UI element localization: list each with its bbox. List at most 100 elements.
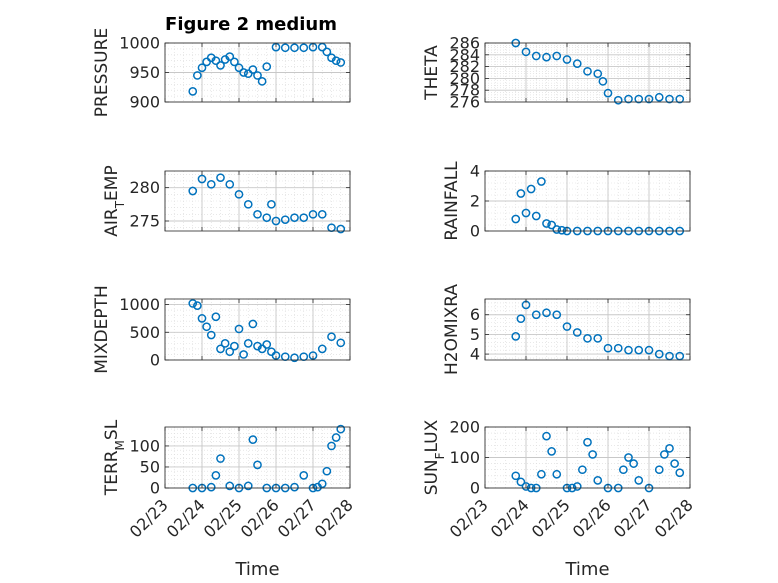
data-point: [511, 332, 521, 341]
data-point: [290, 43, 299, 53]
data-point: [317, 42, 327, 52]
data-point: [675, 94, 685, 104]
y-tick-label: 0: [470, 479, 480, 498]
data-point: [267, 199, 276, 209]
data-point: [593, 69, 603, 79]
data-point: [280, 215, 290, 225]
data-point: [336, 338, 346, 348]
data-point: [206, 482, 216, 492]
y-axis-label-subscript: F: [433, 452, 447, 459]
y-tick-label: 286: [449, 34, 480, 53]
data-point: [665, 94, 674, 104]
y-axis-label: RAINFALL: [442, 161, 462, 241]
y-axis-label-main: MIXDEPTH: [92, 285, 112, 374]
y-tick-label: 4: [470, 162, 480, 181]
data-point: [634, 476, 644, 485]
data-point: [248, 435, 258, 444]
y-axis-label: SUNFLUX: [422, 419, 447, 495]
data-point: [593, 334, 603, 343]
data-point: [542, 52, 551, 62]
y-tick-label: 284: [449, 45, 480, 64]
axes-box: [484, 42, 691, 103]
data-point: [225, 179, 235, 189]
x-axis-label: Time: [564, 559, 609, 580]
axes-box: [164, 298, 351, 361]
data-point: [552, 469, 562, 479]
axes-box: [164, 170, 351, 232]
y-tick-label: 900: [129, 93, 160, 112]
data-point: [598, 77, 608, 86]
data-point: [290, 353, 299, 363]
data-point: [216, 454, 225, 463]
data-point: [521, 208, 531, 218]
y-axis-label-main: H2OMIXRA: [442, 284, 462, 375]
x-tick-label: 02/26: [569, 495, 615, 541]
y-axis-label-rest: LUX: [422, 419, 442, 452]
data-point: [516, 314, 526, 324]
subplot-5: 0 500 1000 MIXDEPTH: [92, 285, 351, 374]
data-point: [331, 56, 341, 66]
data-point: [225, 347, 235, 357]
y-tick-label: 50: [140, 457, 160, 476]
y-tick-label: 1000: [119, 34, 160, 53]
data-point: [537, 177, 546, 186]
x-tick-label: 02/28: [311, 495, 357, 541]
data-point: [243, 199, 253, 209]
data-point: [526, 184, 536, 194]
x-axis-label: Time: [234, 559, 279, 580]
data-point: [322, 466, 332, 476]
data-point: [531, 51, 541, 61]
data-point: [253, 209, 262, 219]
data-point: [583, 66, 592, 76]
y-tick-label: 280: [449, 69, 480, 88]
data-point: [516, 477, 526, 487]
data-point: [257, 77, 267, 86]
data-point: [336, 424, 346, 434]
data-point: [521, 482, 531, 491]
x-tick-label: 02/27: [610, 495, 656, 541]
y-axis-label-subscript: M: [113, 440, 127, 450]
data-point: [327, 332, 336, 342]
data-point: [280, 43, 290, 53]
data-point: [547, 220, 556, 230]
x-tick-label: 02/27: [274, 495, 320, 541]
x-tick-label: 02/28: [651, 495, 697, 541]
data-point: [603, 88, 613, 98]
data-point: [629, 459, 638, 468]
data-point: [262, 213, 272, 223]
data-point: [308, 209, 318, 219]
data-point: [206, 179, 216, 189]
data-point: [562, 55, 572, 64]
data-point: [624, 345, 633, 355]
data-point: [317, 344, 327, 354]
data-point: [624, 453, 633, 462]
data-point: [336, 58, 346, 67]
data-point: [644, 94, 654, 104]
data-point: [327, 441, 336, 451]
x-tick-label: 02/25: [528, 495, 574, 541]
data-point: [531, 310, 541, 320]
data-point: [193, 301, 202, 311]
data-point: [511, 471, 521, 481]
data-point: [234, 324, 244, 334]
y-tick-label: 0: [150, 351, 160, 370]
data-point: [299, 213, 309, 223]
data-point: [634, 345, 644, 355]
data-point: [290, 482, 299, 492]
data-point: [211, 471, 221, 480]
y-axis-label: H2OMIXRA: [442, 284, 462, 375]
data-point: [552, 225, 562, 234]
data-point: [225, 481, 235, 491]
data-point: [552, 51, 562, 61]
data-point: [220, 339, 230, 348]
data-point: [644, 345, 654, 355]
y-axis-label-subscript: T: [113, 200, 127, 209]
x-tick-label: 02/25: [200, 495, 246, 541]
data-point: [299, 471, 309, 480]
data-point: [193, 71, 202, 80]
data-point: [239, 350, 248, 359]
y-axis-label-rest: EMP: [102, 165, 122, 201]
